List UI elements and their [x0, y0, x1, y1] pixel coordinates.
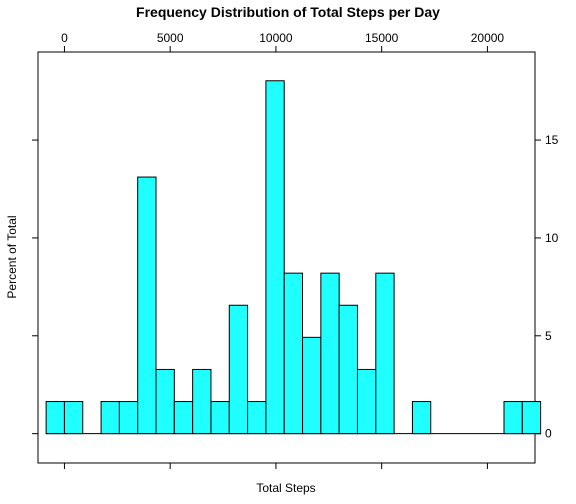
histogram-bar-9 — [228, 304, 249, 435]
histogram-bar-14 — [320, 272, 340, 435]
plot-frame — [37, 51, 536, 464]
histogram-bar-7 — [192, 368, 212, 435]
y-axis-label: Percent of Total — [5, 215, 19, 298]
histogram-bar-16 — [356, 368, 377, 435]
histogram-bar-8 — [210, 401, 230, 435]
histogram-bar-6 — [173, 401, 194, 435]
histogram-bar-2 — [100, 401, 120, 435]
histogram-bar-17 — [375, 272, 395, 435]
histogram-bar-13 — [302, 336, 322, 435]
histogram-bar-10 — [247, 401, 267, 435]
x-tick-label-5000: 5000 — [157, 31, 184, 45]
histogram-bar-15 — [338, 304, 358, 435]
histogram-bar-0 — [45, 401, 65, 435]
histogram-bar-1 — [63, 401, 84, 435]
histogram-bar-11 — [265, 80, 285, 435]
x-tick-label-0: 0 — [61, 31, 68, 45]
histogram-bar-20 — [521, 401, 542, 435]
histogram-bar-4 — [137, 176, 157, 435]
chart-title: Frequency Distribution of Total Steps pe… — [136, 4, 440, 20]
y-tick-label-5: 5 — [545, 329, 552, 343]
bars-group — [45, 80, 542, 435]
histogram-bar-19 — [503, 401, 523, 435]
histogram-bar-3 — [118, 401, 139, 435]
x-tick-label-20000: 20000 — [471, 31, 505, 45]
histogram-bar-12 — [283, 272, 304, 435]
x-tick-label-10000: 10000 — [259, 31, 293, 45]
histogram-bar-5 — [155, 368, 175, 435]
y-tick-label-15: 15 — [545, 133, 559, 147]
x-tick-label-15000: 15000 — [365, 31, 399, 45]
y-tick-label-0: 0 — [545, 427, 552, 441]
histogram-bar-18 — [411, 401, 432, 435]
y-axis-ticks: 0 5 10 15 — [32, 133, 559, 441]
x-axis-label: Total Steps — [256, 481, 315, 495]
x-axis-ticks: 0 5000 10000 15000 20000 — [61, 31, 504, 469]
y-tick-label-10: 10 — [545, 231, 559, 245]
